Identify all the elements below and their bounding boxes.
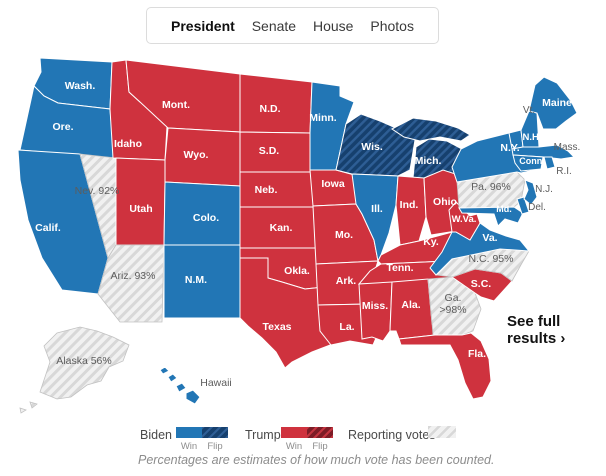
- state-label-hawaii: Hawaii: [200, 377, 232, 389]
- state-label-mass: Mass.: [554, 142, 581, 153]
- state-label-colo: Colo.: [193, 212, 219, 224]
- state-label-sd: S.D.: [259, 145, 280, 157]
- footer-note: Percentages are estimates of how much vo…: [138, 453, 495, 467]
- state-label-iowa: Iowa: [321, 178, 344, 190]
- see-full-results-line2: results ›: [507, 330, 566, 347]
- state-label-mont: Mont.: [162, 99, 190, 111]
- state-hawaii[interactable]: [159, 366, 201, 405]
- state-label-ohio: Ohio: [433, 196, 457, 208]
- state-label-texas: Texas: [263, 321, 292, 333]
- state-wva[interactable]: [448, 201, 481, 241]
- state-label-wva: W.Va.: [452, 214, 477, 225]
- state-label-mich: Mich.: [415, 155, 442, 167]
- see-full-results-line1: See full: [507, 313, 561, 330]
- state-md[interactable]: [458, 206, 524, 227]
- state-label-nh: N.H.: [523, 132, 542, 143]
- state-label-ga: Ga. >98%: [439, 292, 466, 316]
- state-label-okla: Okla.: [284, 265, 310, 277]
- state-label-nd: N.D.: [260, 103, 281, 115]
- state-label-nm: N.M.: [185, 274, 207, 286]
- state-utah[interactable]: [115, 157, 166, 246]
- state-label-neb: Neb.: [255, 184, 278, 196]
- state-label-tenn: Tenn.: [386, 262, 413, 274]
- state-label-mo: Mo.: [335, 229, 353, 241]
- tab-senate[interactable]: Senate: [251, 17, 297, 34]
- state-nj[interactable]: [523, 179, 538, 206]
- state-label-idaho: Idaho: [114, 138, 142, 150]
- state-alaska[interactable]: [19, 326, 130, 414]
- state-label-ri: R.I.: [556, 166, 572, 177]
- state-labels-group: Wash. Ore. Calif. Nev. 92% Idaho Mont. Wyo. Uta…: [35, 80, 580, 389]
- see-full-results-link[interactable]: See full results ›: [507, 313, 565, 347]
- state-label-utah: Utah: [129, 203, 152, 215]
- state-label-nev: Nev. 92%: [75, 185, 120, 197]
- state-label-del: Del.: [528, 202, 546, 213]
- state-label-calif: Calif.: [35, 222, 61, 234]
- state-label-wis: Wis.: [361, 141, 383, 153]
- state-label-fla: Fla.: [468, 348, 486, 360]
- state-label-ind: Ind.: [400, 199, 419, 211]
- tab-photos[interactable]: Photos: [370, 17, 414, 34]
- state-label-ore: Ore.: [52, 121, 73, 133]
- state-maine[interactable]: [528, 76, 578, 130]
- state-label-pa: Pa. 96%: [471, 181, 511, 193]
- state-label-ky: Ky.: [423, 236, 439, 248]
- state-label-vt: Vt.: [523, 105, 535, 116]
- state-label-nc: N.C. 95%: [469, 253, 514, 265]
- state-label-ariz: Ariz. 93%: [111, 270, 156, 282]
- state-label-kan: Kan.: [270, 222, 293, 234]
- state-label-alaska: Alaska 56%: [56, 355, 111, 367]
- state-label-ark: Ark.: [336, 275, 357, 287]
- state-label-ala: Ala.: [401, 299, 420, 311]
- state-label-wyo: Wyo.: [184, 149, 209, 161]
- state-label-nj: N.J.: [535, 184, 553, 195]
- state-label-md: Md.: [496, 204, 512, 214]
- state-conn[interactable]: [512, 154, 544, 172]
- state-label-maine: Maine: [542, 97, 572, 109]
- tab-house[interactable]: House: [313, 17, 354, 34]
- state-label-sc: S.C.: [471, 278, 492, 290]
- state-del[interactable]: [516, 196, 530, 215]
- state-label-la: La.: [339, 321, 354, 333]
- state-fla[interactable]: [398, 332, 492, 400]
- state-label-ill: Ill.: [371, 203, 383, 215]
- state-label-va: Va.: [482, 232, 497, 244]
- state-label-minn: Minn.: [309, 112, 336, 124]
- race-tab-bar: President Senate House Photos: [146, 7, 439, 44]
- state-ri[interactable]: [543, 156, 556, 170]
- states-group: [17, 57, 578, 414]
- tab-president[interactable]: President: [171, 17, 235, 34]
- state-nh[interactable]: [520, 110, 540, 148]
- state-label-conn: Conn.: [519, 156, 545, 166]
- state-label-ny: N.Y.: [500, 142, 519, 154]
- state-label-miss: Miss.: [362, 300, 388, 312]
- state-label-wash: Wash.: [65, 80, 96, 92]
